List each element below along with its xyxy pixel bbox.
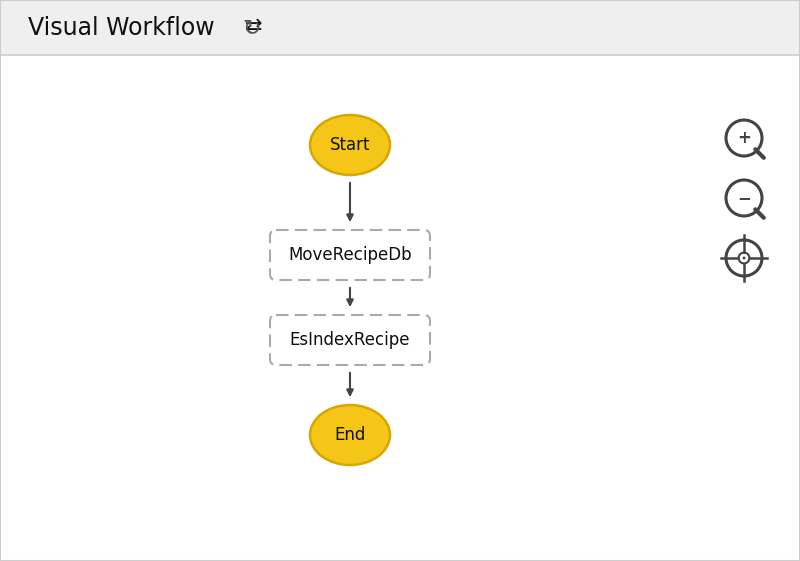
Ellipse shape [310,115,390,175]
FancyBboxPatch shape [0,0,800,55]
Circle shape [726,180,762,216]
FancyBboxPatch shape [270,315,430,365]
FancyBboxPatch shape [270,230,430,280]
Text: +: + [737,129,751,147]
Circle shape [726,120,762,156]
Ellipse shape [310,405,390,465]
Text: EsIndexRecipe: EsIndexRecipe [290,331,410,349]
Text: −: − [737,189,751,207]
Text: ↻: ↻ [242,19,261,39]
Text: MoveRecipeDb: MoveRecipeDb [288,246,412,264]
Text: Visual Workflow: Visual Workflow [28,16,214,39]
Text: Start: Start [330,136,370,154]
Circle shape [738,252,750,264]
Circle shape [726,240,762,276]
Text: ⇄: ⇄ [245,17,262,38]
Circle shape [742,256,746,259]
Text: End: End [334,426,366,444]
